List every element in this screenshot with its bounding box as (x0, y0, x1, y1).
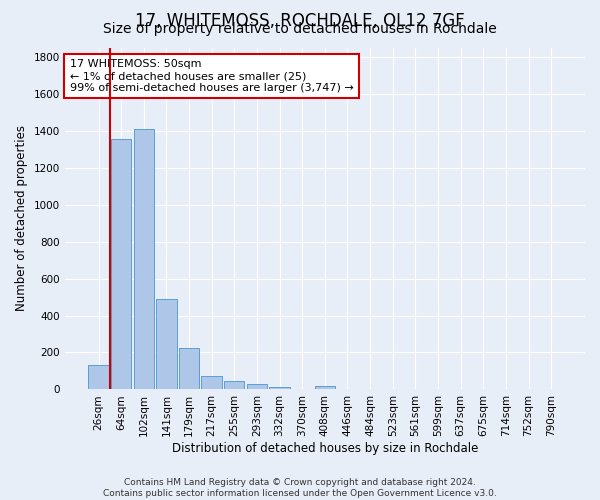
Text: Size of property relative to detached houses in Rochdale: Size of property relative to detached ho… (103, 22, 497, 36)
Bar (111, 139, 131, 390)
Bar (88, 366, 109, 390)
Text: Contains HM Land Registry data © Crown copyright and database right 2024.
Contai: Contains HM Land Registry data © Crown c… (103, 478, 497, 498)
Bar (247, 384, 267, 390)
Bar (179, 348, 199, 390)
Text: 17 WHITEMOSS: 50sqm
← 1% of detached houses are smaller (25)
99% of semi-detache: 17 WHITEMOSS: 50sqm ← 1% of detached hou… (70, 60, 353, 92)
Bar (156, 299, 176, 390)
Bar (134, 129, 154, 390)
Text: 17, WHITEMOSS, ROCHDALE, OL12 7GF: 17, WHITEMOSS, ROCHDALE, OL12 7GF (135, 12, 465, 30)
Bar (224, 381, 244, 390)
X-axis label: Distribution of detached houses by size in Rochdale: Distribution of detached houses by size … (172, 442, 478, 455)
Y-axis label: Number of detached properties: Number of detached properties (15, 126, 28, 312)
Bar (202, 376, 222, 390)
Bar (314, 386, 335, 390)
Bar (269, 386, 290, 390)
